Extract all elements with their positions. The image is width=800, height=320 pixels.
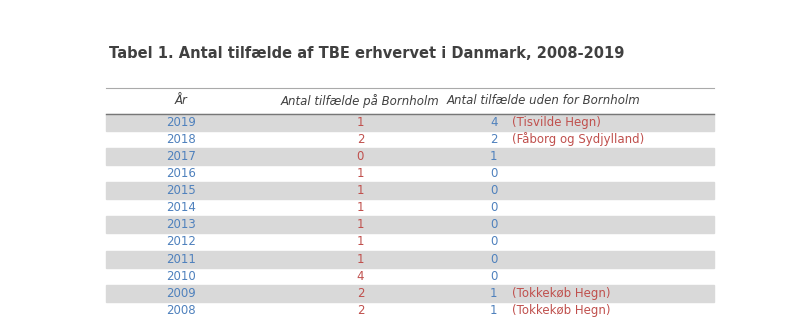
Text: 1: 1 bbox=[357, 218, 364, 231]
Text: 0: 0 bbox=[490, 270, 498, 283]
Text: 4: 4 bbox=[357, 270, 364, 283]
Text: 2008: 2008 bbox=[166, 304, 195, 317]
Text: (Fåborg og Sydjylland): (Fåborg og Sydjylland) bbox=[512, 132, 645, 146]
Text: 0: 0 bbox=[490, 218, 498, 231]
Text: 1: 1 bbox=[357, 116, 364, 129]
Text: (Tokkekøb Hegn): (Tokkekøb Hegn) bbox=[512, 287, 611, 300]
Text: 2: 2 bbox=[357, 133, 364, 146]
Bar bbox=[106, 251, 714, 268]
Bar bbox=[106, 148, 714, 165]
Text: 2: 2 bbox=[490, 133, 498, 146]
Text: 1: 1 bbox=[357, 167, 364, 180]
Text: 0: 0 bbox=[490, 184, 498, 197]
Text: 2019: 2019 bbox=[166, 116, 195, 129]
Text: 0: 0 bbox=[490, 236, 498, 249]
Text: 0: 0 bbox=[490, 252, 498, 266]
Text: 2010: 2010 bbox=[166, 270, 195, 283]
Text: 1: 1 bbox=[357, 252, 364, 266]
Text: 1: 1 bbox=[490, 287, 498, 300]
Text: 2018: 2018 bbox=[166, 133, 195, 146]
Text: 2014: 2014 bbox=[166, 201, 195, 214]
Text: 2017: 2017 bbox=[166, 150, 195, 163]
Text: 4: 4 bbox=[490, 116, 498, 129]
Text: 1: 1 bbox=[357, 236, 364, 249]
Text: 2012: 2012 bbox=[166, 236, 195, 249]
Text: (Tisvilde Hegn): (Tisvilde Hegn) bbox=[512, 116, 601, 129]
Bar bbox=[106, 285, 714, 302]
Text: Antal tilfælde på Bornholm: Antal tilfælde på Bornholm bbox=[281, 94, 440, 108]
Text: 1: 1 bbox=[357, 201, 364, 214]
Text: (Tokkekøb Hegn): (Tokkekøb Hegn) bbox=[512, 304, 611, 317]
Text: 0: 0 bbox=[490, 201, 498, 214]
Text: 2011: 2011 bbox=[166, 252, 195, 266]
Text: 2: 2 bbox=[357, 287, 364, 300]
Bar bbox=[106, 216, 714, 233]
Text: 2013: 2013 bbox=[166, 218, 195, 231]
Text: År: År bbox=[174, 94, 187, 107]
Text: 0: 0 bbox=[357, 150, 364, 163]
Text: 1: 1 bbox=[357, 184, 364, 197]
Text: 2016: 2016 bbox=[166, 167, 195, 180]
Text: 1: 1 bbox=[490, 150, 498, 163]
Text: Antal tilfælde uden for Bornholm: Antal tilfælde uden for Bornholm bbox=[446, 94, 640, 107]
Text: 1: 1 bbox=[490, 304, 498, 317]
Text: Tabel 1. Antal tilfælde af TBE erhvervet i Danmark, 2008-2019: Tabel 1. Antal tilfælde af TBE erhvervet… bbox=[110, 46, 625, 61]
Text: 2009: 2009 bbox=[166, 287, 195, 300]
Bar bbox=[106, 182, 714, 199]
Bar bbox=[106, 114, 714, 131]
Text: 0: 0 bbox=[490, 167, 498, 180]
Text: 2: 2 bbox=[357, 304, 364, 317]
Text: 2015: 2015 bbox=[166, 184, 195, 197]
